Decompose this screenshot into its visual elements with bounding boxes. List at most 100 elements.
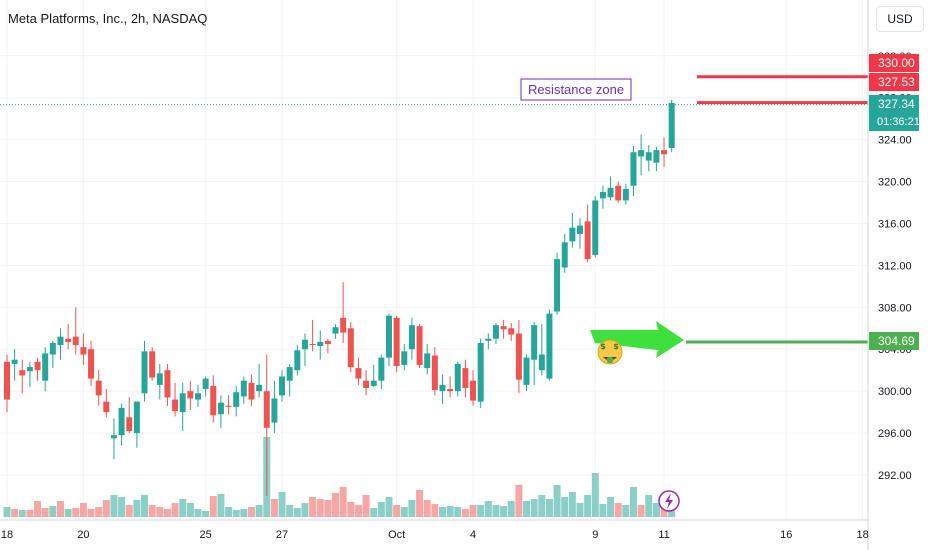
candle-body xyxy=(4,361,10,400)
candle-body xyxy=(65,338,72,342)
candle xyxy=(653,146,660,172)
candle-body xyxy=(294,350,301,371)
candle-body xyxy=(401,351,408,365)
candle xyxy=(378,354,385,390)
candle-body xyxy=(439,384,446,392)
candle-body xyxy=(225,405,232,407)
candle-body xyxy=(263,391,270,428)
candle xyxy=(19,359,26,394)
candle xyxy=(462,359,469,398)
candle-body xyxy=(370,380,377,386)
candle-body xyxy=(72,336,79,346)
volume-bar xyxy=(561,497,569,517)
candle-body xyxy=(103,401,110,413)
volume-bar xyxy=(255,505,263,517)
time-tick-label: 4 xyxy=(470,529,476,541)
time-tick-label: 9 xyxy=(592,529,598,541)
candle xyxy=(355,357,362,385)
candle xyxy=(172,382,179,417)
candle xyxy=(88,340,95,386)
candle-body xyxy=(622,188,629,201)
candle xyxy=(309,319,316,352)
candle-body xyxy=(340,317,347,333)
candle xyxy=(599,185,606,209)
volume-bar xyxy=(316,499,324,517)
price-label-bg xyxy=(869,95,919,131)
candle-body xyxy=(248,382,255,400)
candle-body xyxy=(49,342,56,355)
candle xyxy=(554,252,561,315)
volume-bar xyxy=(438,507,446,517)
volume-bar xyxy=(11,509,19,517)
candle xyxy=(95,370,102,406)
volume-bar xyxy=(278,492,286,517)
time-axis: 18 20 25 27 Oct 4 9 11 16 18 xyxy=(0,519,869,541)
candle xyxy=(401,344,408,371)
candle xyxy=(4,354,10,413)
candle-body xyxy=(523,357,530,385)
volume-bar xyxy=(179,499,187,517)
volume-bar xyxy=(668,507,676,517)
candle-body xyxy=(279,376,286,396)
volume-bar xyxy=(584,495,592,517)
candle xyxy=(103,389,110,418)
volume-bar xyxy=(225,507,233,517)
volume-bar xyxy=(26,510,34,517)
volume-bar xyxy=(408,500,416,517)
candle-body xyxy=(363,380,370,389)
price-label: 304.69 xyxy=(869,332,919,350)
volume-bar xyxy=(133,500,141,517)
volume-bar xyxy=(209,496,217,517)
candle xyxy=(592,196,599,258)
candle xyxy=(584,204,591,263)
svg-text:$: $ xyxy=(600,342,606,351)
horizontal-levels xyxy=(0,75,868,344)
candle xyxy=(49,340,56,369)
price-label: 327.34 01:36:21 xyxy=(869,95,920,131)
candle-body xyxy=(607,187,614,198)
candle-body xyxy=(630,152,637,186)
volume-bar xyxy=(553,485,561,517)
candle-body xyxy=(500,326,507,330)
candle-body xyxy=(118,407,125,436)
candle xyxy=(279,370,286,402)
candle xyxy=(500,319,507,339)
volume-bar xyxy=(202,511,210,517)
candle-body xyxy=(110,435,117,439)
candle xyxy=(317,330,324,360)
candle-body xyxy=(141,351,148,394)
candle-body xyxy=(393,317,400,367)
price-tick-label: 308.00 xyxy=(878,302,912,314)
candle-body xyxy=(416,326,423,365)
candle xyxy=(523,354,530,392)
candle-body xyxy=(661,150,668,155)
volume-bars xyxy=(3,437,676,517)
volume-bar xyxy=(34,501,42,517)
volume-bar xyxy=(324,500,332,517)
candle-body xyxy=(187,391,194,399)
price-label: 327.53 xyxy=(869,73,919,91)
volume-bar xyxy=(339,487,347,517)
overlays: Resistance zone$ $ xyxy=(520,78,684,512)
currency-button[interactable]: USD xyxy=(876,6,924,32)
price-tick-label: 292.00 xyxy=(878,470,912,482)
volume-bar xyxy=(125,505,133,517)
candle xyxy=(408,317,415,360)
candle-body xyxy=(332,327,339,334)
candle xyxy=(118,403,125,446)
price-tick-label: 320.00 xyxy=(878,177,912,189)
candle xyxy=(470,370,477,406)
volume-bar xyxy=(118,497,126,517)
candle-body xyxy=(508,328,515,335)
candle-body xyxy=(172,399,179,412)
candle-body xyxy=(538,354,545,371)
candle-body xyxy=(577,225,583,234)
candle-body xyxy=(256,384,263,392)
candle xyxy=(34,357,41,381)
price-label-value: 304.69 xyxy=(878,334,915,348)
volume-bar xyxy=(87,509,95,517)
candle xyxy=(179,382,186,431)
volume-bar xyxy=(454,507,462,517)
annotation-label: Resistance zone xyxy=(528,82,624,97)
